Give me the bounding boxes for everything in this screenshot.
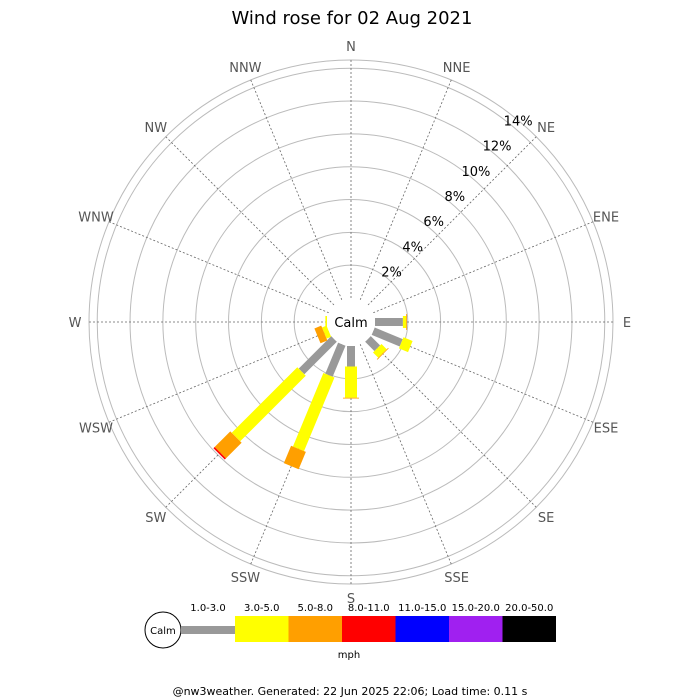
direction-label-nne: NNE	[443, 61, 471, 76]
legend-bin-label-4: 11.0-15.0	[398, 603, 446, 614]
legend-bin-label-1: 3.0-5.0	[244, 603, 279, 614]
legend-bin-label-6: 20.0-50.0	[505, 603, 553, 614]
bar-segment-sw-2	[214, 431, 242, 459]
grid-circle-6	[228, 199, 474, 445]
pct-label-2: 2%	[381, 265, 402, 280]
pct-label-4: 4%	[402, 240, 423, 255]
pct-label-14: 14%	[504, 115, 533, 130]
direction-label-n: N	[346, 40, 356, 55]
direction-label-wnw: WNW	[78, 210, 114, 225]
bar-se	[365, 336, 389, 360]
pct-label-6: 6%	[423, 215, 444, 230]
legend-swatch-1	[235, 616, 289, 642]
bar-s	[343, 346, 359, 399]
legend-swatch-3	[342, 616, 396, 642]
bar-segment-sw-0	[298, 336, 337, 375]
legend-bin-label-3: 8.0-11.0	[348, 603, 390, 614]
legend-swatch-0	[181, 626, 235, 634]
bar-segment-ssw-2	[283, 445, 306, 470]
direction-label-w: W	[69, 316, 82, 331]
direction-label-nw: NW	[145, 121, 168, 136]
direction-label-ene: ENE	[593, 210, 619, 225]
wind-bars	[213, 314, 413, 470]
calm-label: Calm	[334, 316, 367, 331]
legend-swatch-6	[502, 616, 556, 642]
legend-bin-label-2: 5.0-8.0	[298, 603, 333, 614]
footer-text: @nw3weather. Generated: 22 Jun 2025 22:0…	[173, 685, 528, 698]
legend-bin-label-0: 1.0-3.0	[190, 603, 225, 614]
direction-label-ese: ESE	[594, 422, 619, 437]
percentage-labels: 2%4%6%8% 10% 12% 14%	[381, 115, 532, 281]
legend-unit-label: mph	[338, 650, 360, 661]
direction-label-wsw: WSW	[79, 422, 113, 437]
bar-segment-ssw-0	[325, 342, 346, 377]
direction-labels: N NNE NE ENE E ESE SE SSE S SSW SW WSW W WNW NW NNW	[69, 40, 632, 607]
bar-segment-ese-0	[371, 327, 403, 347]
bar-e	[375, 314, 408, 330]
legend-bin-label-5: 15.0-20.0	[452, 603, 500, 614]
legend-swatch-5	[449, 616, 503, 642]
bar-ese	[371, 327, 413, 353]
bar-segment-e-0	[375, 318, 403, 326]
bar-segment-ese-1	[398, 337, 413, 353]
pct-label-12: 12%	[483, 140, 512, 155]
bar-segment-s-1	[345, 366, 357, 398]
legend-swatch-4	[395, 616, 449, 642]
bar-segment-sw-3	[213, 447, 226, 460]
bar-w	[325, 316, 327, 328]
direction-label-e: E	[623, 316, 631, 331]
direction-label-se: SE	[538, 511, 554, 526]
pct-label-8: 8%	[445, 190, 466, 205]
direction-label-sse: SSE	[444, 571, 469, 586]
bar-segment-e-1	[402, 316, 407, 328]
bar-wsw	[314, 325, 332, 344]
direction-label-nnw: NNW	[229, 61, 261, 76]
bar-segment-se-2	[376, 347, 389, 360]
direction-label-ne: NE	[537, 121, 555, 136]
legend-swatch-2	[288, 616, 342, 642]
bar-segment-wsw-1	[321, 325, 332, 339]
calm-circle-shape	[327, 298, 375, 346]
bar-segment-e-2	[406, 314, 408, 330]
direction-label-sw: SW	[145, 511, 166, 526]
bar-segment-s-0	[347, 346, 355, 367]
bar-segment-se-1	[373, 344, 387, 358]
grid-circle-8	[195, 166, 507, 478]
direction-label-ssw: SSW	[231, 571, 261, 586]
direction-label-s: S	[347, 592, 355, 607]
bar-segment-ssw-1	[292, 372, 335, 452]
bar-segment-sw-1	[231, 367, 306, 442]
bar-segment-w-1	[325, 316, 327, 328]
bar-segment-se-0	[365, 336, 381, 352]
bar-sw	[213, 336, 337, 460]
bar-ssw	[283, 342, 346, 470]
bar-segment-wsw-2	[314, 325, 328, 344]
chart-title: Wind rose for 02 Aug 2021	[232, 8, 473, 29]
legend-calm-label: Calm	[150, 626, 176, 637]
pct-label-10: 10%	[461, 165, 490, 180]
calm-circle: Calm	[327, 298, 375, 346]
legend: Calm 1.0-3.0 3.0-5.0 5.0-8.0 8.0-11.0 11.0-1…	[144, 603, 556, 661]
bar-segment-s-2	[343, 397, 359, 399]
